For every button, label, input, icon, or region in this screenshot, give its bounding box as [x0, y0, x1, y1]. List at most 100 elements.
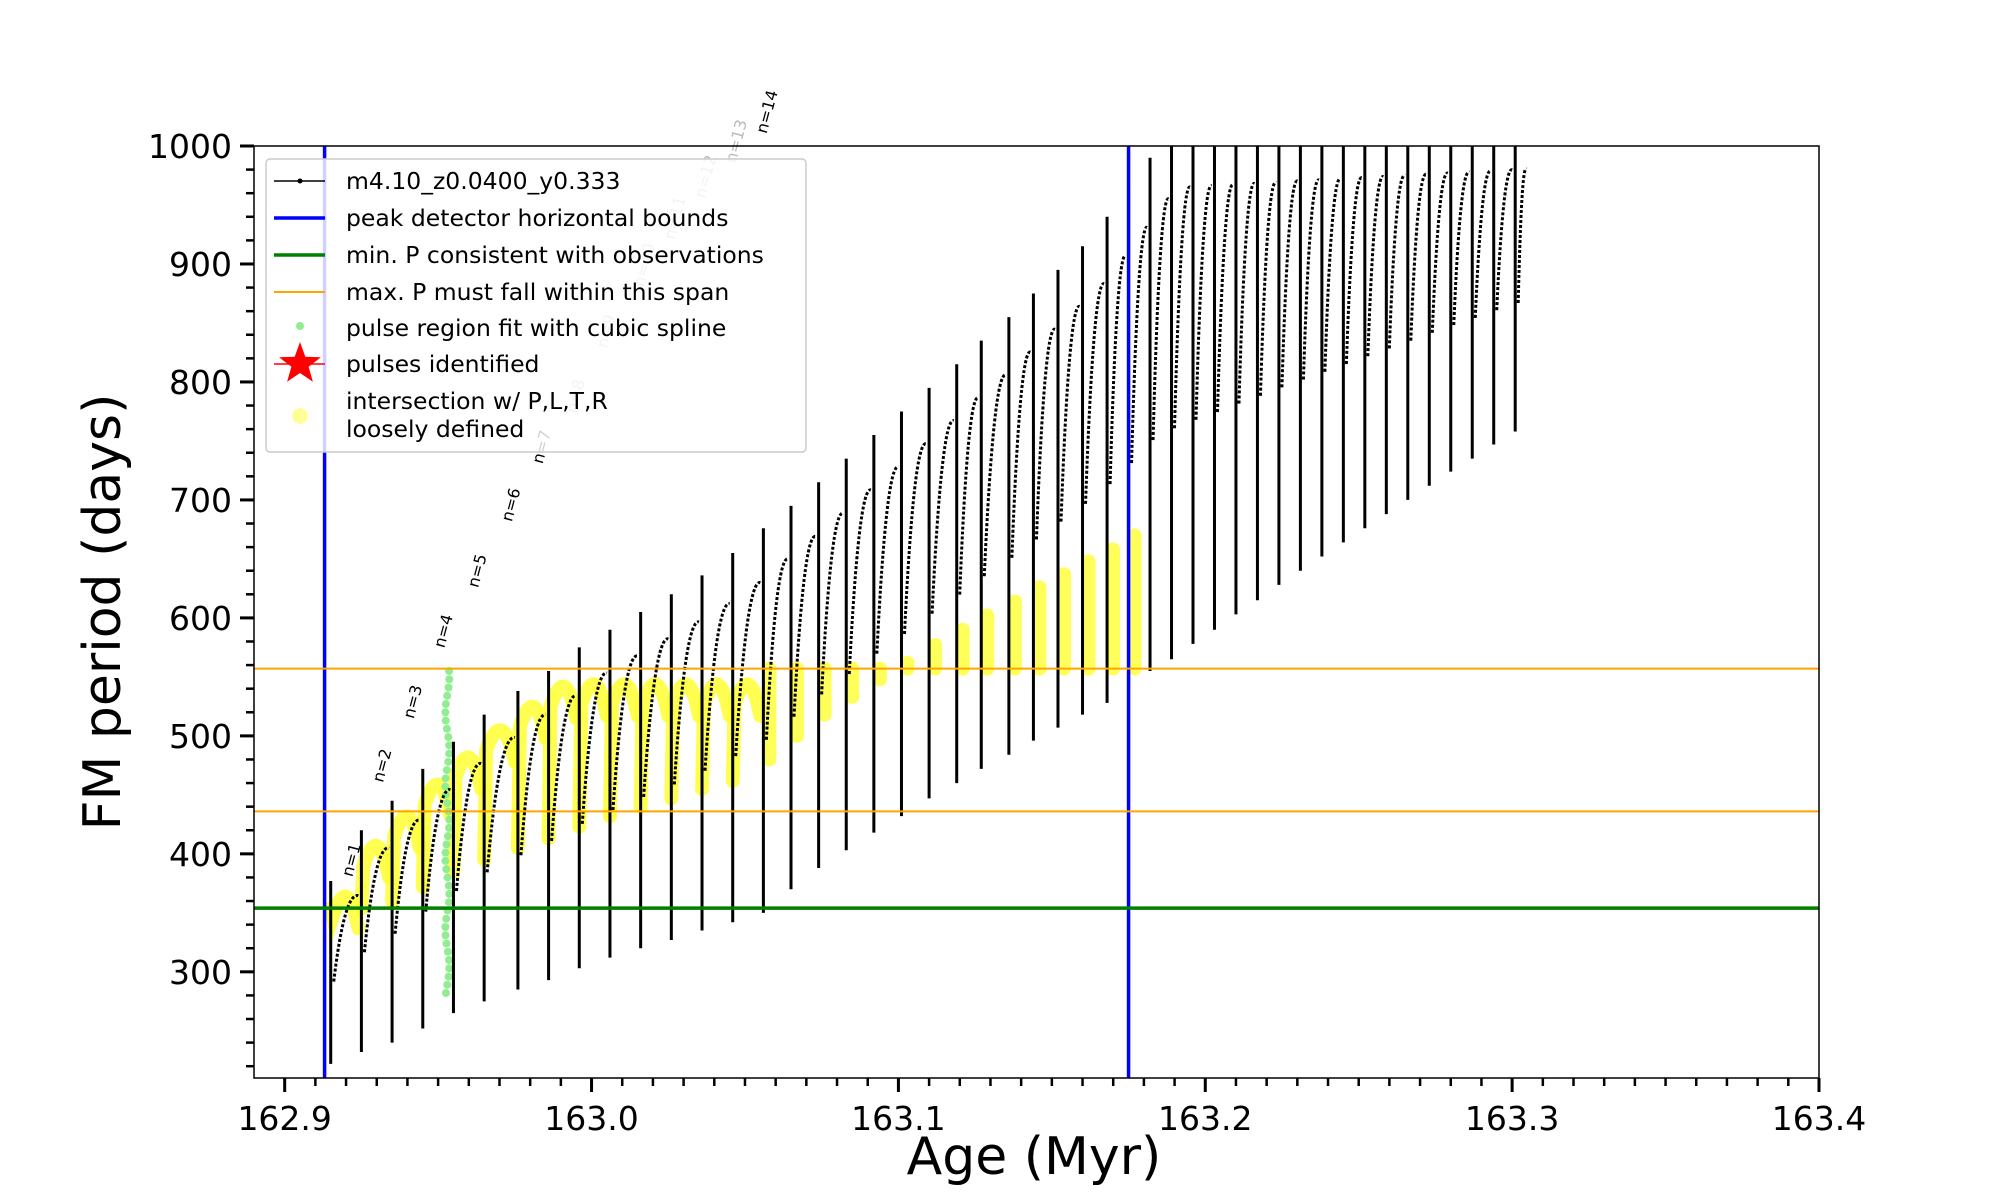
pulse-rise [875, 465, 899, 654]
spline-point [444, 898, 453, 907]
spline-point [441, 700, 450, 709]
x-tick-label: 163.0 [544, 1099, 638, 1138]
intersection-arc [695, 677, 737, 796]
pulse-rise [1301, 178, 1321, 380]
spline-point [444, 683, 453, 692]
pulse-rise [611, 654, 639, 811]
spline-point [443, 947, 452, 956]
spline-point [442, 840, 451, 849]
intersection-arc [572, 677, 614, 834]
pulse-rise [792, 535, 817, 717]
x-axis-label: Age (Myr) [907, 1127, 1162, 1187]
legend-box [265, 158, 807, 453]
spline-point [445, 823, 454, 832]
pulse-rise [1108, 254, 1128, 485]
y-tick-label: 1000 [148, 127, 232, 166]
pulse-rise [362, 846, 390, 953]
spline-point [441, 708, 450, 717]
intersection-arc [510, 699, 553, 855]
legend-marker-icon [297, 178, 303, 184]
axes: 162.9 163.0 163.1 163.2 163.3 163.4 300 400 500 6… [148, 127, 1866, 1138]
pulse-rise [672, 620, 700, 785]
pulse-rise [1344, 176, 1364, 365]
spline-point [445, 956, 454, 965]
pulse-rise [1452, 170, 1471, 326]
intersection-arc [725, 677, 768, 788]
spline-point [445, 964, 454, 973]
legend-label: pulses identified [346, 350, 539, 378]
x-tick-label: 163.3 [1465, 1099, 1559, 1138]
pulse-rise [1010, 350, 1032, 558]
pulse-rise [958, 396, 979, 595]
pulse-rise [1323, 177, 1342, 372]
spline-point [445, 675, 454, 684]
spline-point [441, 848, 450, 857]
pulse-rise [550, 694, 577, 842]
y-tick-label: 500 [169, 717, 232, 756]
x-tick-label: 163.2 [1158, 1099, 1252, 1138]
spline-point [444, 881, 453, 890]
spline-point [445, 889, 454, 898]
pulse-rise [1495, 168, 1513, 311]
spline-point [441, 782, 450, 791]
pulse-rise [1258, 180, 1278, 396]
pulse-rise [1366, 175, 1385, 357]
spline-point [441, 989, 450, 998]
spline-point [441, 774, 450, 783]
pulse-rise [1430, 171, 1450, 333]
pulse-rise [519, 713, 546, 856]
spline-point [442, 865, 451, 874]
spline-point [445, 741, 454, 750]
spline-point [444, 757, 453, 766]
legend-label: m4.10_z0.0400_y0.333 [346, 167, 620, 195]
plot-frame [253, 145, 1820, 1079]
pulse-rise [1473, 169, 1493, 319]
legend-label: pulse region fit with cubic spline [346, 314, 726, 342]
pulse-rise [1280, 179, 1299, 388]
star-icon [279, 342, 321, 382]
pulse-rise [485, 736, 516, 873]
spline-point [442, 766, 451, 775]
spline-point [443, 691, 452, 700]
spline-point [444, 733, 453, 742]
pulse-rise [1173, 185, 1192, 429]
legend-label: peak detector horizontal bounds [346, 204, 728, 232]
x-tick-label: 163.4 [1772, 1099, 1866, 1138]
y-tick-label: 700 [169, 481, 232, 520]
spline-point [441, 856, 450, 865]
legend-label: min. P consistent with observations [346, 241, 764, 269]
spline-point [441, 716, 450, 725]
y-axis-label: FM period (days) [73, 394, 133, 831]
spline-point [444, 972, 453, 981]
spline-point [443, 799, 452, 808]
x-tick-label: 163.1 [851, 1099, 945, 1138]
legend-dot-icon [296, 322, 304, 330]
intersection-arc [323, 889, 366, 942]
pulse-rise [1194, 184, 1213, 420]
spline-point [441, 931, 450, 940]
pulse-rise [393, 818, 421, 934]
spline-fit-points [441, 666, 454, 998]
y-tick-label: 900 [169, 245, 232, 284]
pulse-rise [1151, 197, 1171, 441]
pulse-rise [424, 788, 451, 912]
x-tick-label: 162.9 [237, 1099, 331, 1138]
pulse-rise [703, 602, 731, 771]
intersection-arc [633, 677, 676, 814]
pulse-rise [1387, 173, 1407, 349]
y-tick-label: 800 [169, 363, 232, 402]
y-tick-label: 400 [169, 835, 232, 874]
y-tick-label: 300 [169, 953, 232, 992]
pulse-rise [580, 671, 608, 824]
pulse-rise [642, 637, 669, 798]
legend-label: intersection w/ P,L,T,R [346, 387, 608, 415]
pulse-rise [982, 373, 1007, 577]
spline-point [443, 832, 452, 841]
legend-label-continued: loosely defined [346, 415, 524, 443]
pulse-rise [332, 894, 359, 982]
pulse-rise [820, 511, 844, 695]
pulse-rise [847, 488, 872, 675]
pulse-rise [1409, 172, 1428, 341]
